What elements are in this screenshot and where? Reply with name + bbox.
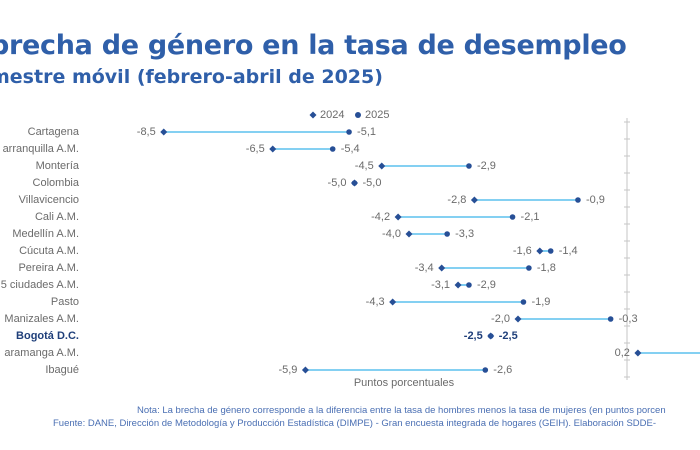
data-label: 0,2: [615, 347, 630, 359]
data-label: -5,1: [357, 126, 376, 138]
data-label: -3,3: [455, 228, 474, 240]
data-label: -5,9: [278, 364, 297, 376]
marker-2024: [389, 298, 397, 306]
marker-2025: [351, 180, 358, 186]
data-label: -0,9: [586, 194, 605, 206]
data-label: -2,0: [491, 313, 510, 325]
data-label: -5,0: [363, 177, 382, 189]
marker-2024: [405, 230, 413, 238]
data-label: -4,0: [382, 228, 401, 240]
legend-label-2025: 2025: [365, 109, 389, 121]
marker-2025: [607, 316, 614, 322]
legend-label-2024: 2024: [320, 109, 344, 121]
marker-2024: [514, 315, 522, 323]
category-label: Bogotá D.C.: [16, 330, 79, 342]
category-label: Pereira A.M.: [18, 262, 79, 274]
marker-2025: [466, 282, 472, 288]
dumbbell-chart: 2024 2025 Cartagena -8,5 -5,1 arranquilla A.M…: [1, 109, 700, 389]
data-label: -0,3: [619, 313, 638, 325]
marker-2025: [466, 163, 472, 169]
category-label: Medellín A.M.: [12, 228, 79, 240]
category-label: Colombia: [33, 177, 80, 189]
marker-2024: [454, 281, 462, 289]
marker-2025: [520, 299, 527, 305]
marker-2025: [444, 231, 450, 237]
chart-subtitle: mestre móvil (febrero-abril de 2025): [0, 66, 383, 88]
data-label: -4,2: [371, 211, 390, 223]
category-label: 5 ciudades A.M.: [1, 279, 79, 291]
marker-2025: [329, 146, 336, 152]
marker-2025: [346, 129, 352, 135]
data-label: -1,8: [537, 262, 556, 274]
data-label: -3,4: [415, 262, 434, 274]
category-label: Cartagena: [28, 126, 80, 138]
category-label: Ibagué: [45, 364, 79, 376]
chart-note: Nota: La brecha de género corresponde a …: [137, 405, 666, 416]
marker-2024: [634, 349, 642, 357]
data-label: -1,6: [513, 245, 532, 257]
marker-2024: [394, 213, 402, 221]
category-label: Pasto: [51, 296, 79, 308]
category-label: Cúcuta A.M.: [19, 245, 79, 257]
data-label: -3,1: [431, 279, 450, 291]
marker-2024: [160, 128, 168, 136]
data-label: -2,9: [477, 160, 496, 172]
chart-title: brecha de género en la tasa de desempleo: [0, 30, 627, 61]
data-label: -5,0: [328, 177, 347, 189]
chart-source: Fuente: DANE, Dirección de Metodología y…: [53, 418, 656, 429]
marker-2025: [509, 214, 516, 220]
category-label: Cali A.M.: [35, 211, 79, 223]
data-label: -5,4: [341, 143, 360, 155]
data-label: -4,3: [366, 296, 385, 308]
category-label: Villavicencio: [19, 194, 79, 206]
marker-2024: [470, 196, 478, 204]
data-label: -2,9: [477, 279, 496, 291]
marker-2025: [526, 265, 532, 271]
data-label: -1,4: [559, 245, 578, 257]
marker-2025: [547, 248, 554, 254]
marker-2025: [575, 197, 581, 203]
x-axis-title: Puntos porcentuales: [354, 377, 455, 389]
marker-2024: [378, 162, 386, 170]
marker-2025: [482, 367, 489, 373]
marker-2024: [269, 145, 277, 153]
data-label: -2,5: [499, 330, 518, 342]
category-label: aramanga A.M.: [4, 347, 79, 359]
data-label: -4,5: [355, 160, 374, 172]
marker-2024: [301, 366, 309, 374]
marker-2024: [536, 247, 544, 255]
data-label: -2,8: [447, 194, 466, 206]
marker-2024: [438, 264, 446, 272]
category-label: Manizales A.M.: [4, 313, 79, 325]
data-label: -8,5: [137, 126, 156, 138]
category-label: Montería: [36, 160, 80, 172]
data-label: -2,6: [493, 364, 512, 376]
category-label: arranquilla A.M.: [3, 143, 79, 155]
legend-marker-2024: [309, 111, 317, 119]
data-label: -1,9: [531, 296, 550, 308]
data-label: -2,5: [464, 330, 483, 342]
data-label: -2,1: [521, 211, 540, 223]
data-label: -6,5: [246, 143, 265, 155]
marker-2025: [487, 333, 494, 339]
legend-marker-2025: [355, 112, 361, 118]
